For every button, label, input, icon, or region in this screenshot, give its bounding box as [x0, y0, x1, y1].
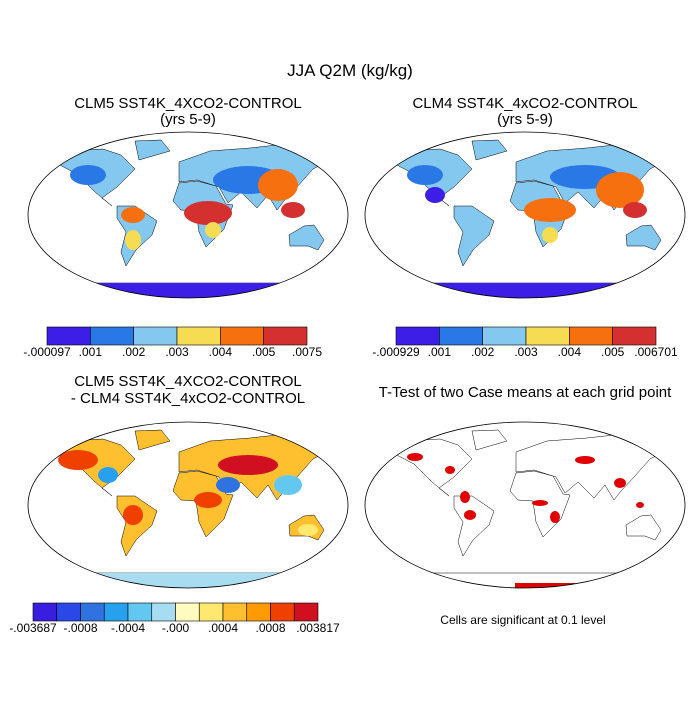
colorbar-label: .003817	[296, 621, 340, 635]
colorbar-box	[569, 326, 613, 346]
colorbar-label: -.0004	[111, 621, 145, 635]
figure-title: JJA Q2M (kg/kg)	[287, 61, 413, 80]
colorbar-box	[198, 602, 224, 622]
colorbar-box	[246, 602, 271, 622]
panel-title: CLM5 SST4K_4XCO2-CONTROL	[74, 373, 302, 390]
panel-subtitle: (yrs 5-9)	[497, 111, 553, 128]
map	[364, 131, 686, 299]
colorbar: -.003687 -.0008 -.0004 -.000 .0004 .0008 .0038…	[9, 602, 340, 635]
colorbar-label: .002	[122, 345, 146, 359]
footnote: Cells are significant at 0.1 level	[440, 613, 605, 627]
colorbar-box	[612, 326, 657, 346]
colorbar-box	[395, 326, 440, 346]
colorbar-label: .005	[252, 345, 276, 359]
colorbar-label: .0008	[255, 621, 285, 635]
colorbar-box	[482, 326, 527, 346]
colorbar: -.000097 .001 .002 .003 .004 .005 .0075	[23, 326, 322, 359]
map	[364, 421, 686, 589]
colorbar-label: -.000929	[372, 345, 420, 359]
colorbar-label: -.000	[162, 621, 190, 635]
colorbar-label: .004	[558, 345, 582, 359]
colorbar: -.000929 .001 .002 .003 .004 .005 .006701	[372, 326, 678, 359]
colorbar-box	[222, 602, 248, 622]
colorbar-box	[176, 326, 221, 346]
panel-title: T-Test of two Case means at each grid po…	[379, 384, 672, 401]
colorbar-box	[32, 602, 58, 622]
colorbar-label: -.000097	[23, 345, 71, 359]
colorbar-box	[90, 326, 134, 346]
panel-title: CLM4 SST4K_4xCO2-CONTROL	[412, 95, 637, 112]
panel-subtitle: - CLM4 SST4K_4xCO2-CONTROL	[71, 390, 305, 407]
colorbar-label: -.0008	[63, 621, 97, 635]
colorbar-label: .006701	[634, 345, 678, 359]
colorbar-box	[56, 602, 81, 622]
colorbar-box	[46, 326, 91, 346]
panel-subtitle: (yrs 5-9)	[160, 111, 216, 128]
colorbar-box	[80, 602, 105, 622]
colorbar-box	[103, 602, 129, 622]
colorbar-label: .003	[165, 345, 189, 359]
colorbar-label: .0075	[292, 345, 322, 359]
colorbar-label: .005	[601, 345, 625, 359]
colorbar-box	[151, 602, 176, 622]
map	[27, 421, 349, 589]
colorbar-box	[175, 602, 200, 622]
colorbar-label: .004	[209, 345, 233, 359]
colorbar-box	[127, 602, 153, 622]
colorbar-box	[293, 602, 319, 622]
colorbar-box	[270, 602, 295, 622]
colorbar-label: -.003687	[9, 621, 57, 635]
panel-title: CLM5 SST4K_4XCO2-CONTROL	[74, 95, 302, 112]
colorbar-label: .003	[514, 345, 538, 359]
colorbar-label: .001	[428, 345, 452, 359]
colorbar-box	[220, 326, 264, 346]
colorbar-box	[263, 326, 308, 346]
colorbar-label: .0004	[208, 621, 238, 635]
colorbar-label: .002	[471, 345, 495, 359]
colorbar-box	[525, 326, 570, 346]
map	[27, 131, 349, 299]
colorbar-box	[133, 326, 178, 346]
colorbar-box	[439, 326, 483, 346]
colorbar-label: .001	[79, 345, 103, 359]
